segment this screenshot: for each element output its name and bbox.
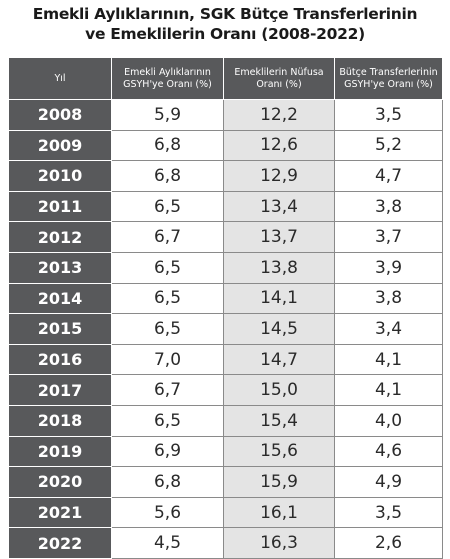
cell-pension-gdp: 6,7 [111, 374, 224, 406]
title-line-1: Emekli Aylıklarının, SGK Bütçe Transferl… [32, 5, 418, 23]
cell-budget-transfer-gdp: 3,8 [334, 190, 443, 223]
cell-year: 2012 [8, 221, 112, 253]
cell-year: 2021 [8, 496, 112, 529]
cell-budget-transfer-gdp: 3,5 [334, 496, 443, 529]
header-pension-gdp: Emekli Aylıklarının GSYH'ye Oranı (%) [111, 57, 224, 100]
table-row: 2013 6,5 13,8 3,9 [8, 251, 443, 284]
cell-year: 2011 [8, 190, 112, 223]
cell-budget-transfer-gdp: 3,7 [334, 221, 443, 253]
table-row: 2011 6,5 13,4 3,8 [8, 190, 443, 223]
cell-retiree-population: 16,1 [223, 496, 335, 529]
table-row: 2022 4,5 16,3 2,6 [8, 527, 443, 559]
cell-retiree-population: 15,6 [223, 435, 335, 468]
cell-year: 2014 [8, 282, 112, 315]
cell-pension-gdp: 6,5 [111, 190, 224, 223]
cell-retiree-population: 14,7 [223, 343, 335, 376]
cell-budget-transfer-gdp: 3,5 [334, 99, 443, 131]
cell-year: 2013 [8, 251, 112, 284]
cell-pension-gdp: 6,5 [111, 404, 224, 437]
cell-pension-gdp: 5,6 [111, 496, 224, 529]
cell-retiree-population: 12,2 [223, 99, 335, 131]
table-row: 2018 6,5 15,4 4,0 [8, 404, 443, 437]
cell-retiree-population: 14,5 [223, 313, 335, 345]
header-year: Yıl [8, 57, 112, 100]
cell-pension-gdp: 6,5 [111, 282, 224, 315]
table-row: 2008 5,9 12,2 3,5 [8, 99, 443, 131]
cell-pension-gdp: 6,8 [111, 129, 224, 162]
table-row: 2019 6,9 15,6 4,6 [8, 435, 443, 468]
cell-year: 2018 [8, 404, 112, 437]
cell-pension-gdp: 6,5 [111, 313, 224, 345]
cell-pension-gdp: 6,5 [111, 251, 224, 284]
table-row: 2009 6,8 12,6 5,2 [8, 129, 443, 162]
table-row: 2017 6,7 15,0 4,1 [8, 374, 443, 406]
cell-pension-gdp: 5,9 [111, 99, 224, 131]
cell-year: 2009 [8, 129, 112, 162]
table-row: 2014 6,5 14,1 3,8 [8, 282, 443, 315]
cell-budget-transfer-gdp: 4,0 [334, 404, 443, 437]
table-row: 2016 7,0 14,7 4,1 [8, 343, 443, 376]
cell-budget-transfer-gdp: 3,8 [334, 282, 443, 315]
table-body: 2008 5,9 12,2 3,5 2009 6,8 12,6 5,2 2010 6,8 12,9 4… [8, 99, 443, 559]
cell-year: 2019 [8, 435, 112, 468]
cell-retiree-population: 12,9 [223, 160, 335, 192]
cell-retiree-population: 15,9 [223, 466, 335, 498]
cell-budget-transfer-gdp: 2,6 [334, 527, 443, 559]
cell-year: 2016 [8, 343, 112, 376]
cell-budget-transfer-gdp: 4,9 [334, 466, 443, 498]
table-row: 2010 6,8 12,9 4,7 [8, 160, 443, 192]
cell-pension-gdp: 4,5 [111, 527, 224, 559]
cell-year: 2010 [8, 160, 112, 192]
cell-retiree-population: 13,8 [223, 251, 335, 284]
cell-budget-transfer-gdp: 4,1 [334, 343, 443, 376]
table-row: 2012 6,7 13,7 3,7 [8, 221, 443, 253]
table-row: 2020 6,8 15,9 4,9 [8, 466, 443, 498]
table-row: 2021 5,6 16,1 3,5 [8, 496, 443, 529]
data-table: Yıl Emekli Aylıklarının GSYH'ye Oranı (%… [8, 57, 443, 559]
cell-year: 2017 [8, 374, 112, 406]
cell-budget-transfer-gdp: 4,7 [334, 160, 443, 192]
cell-retiree-population: 15,4 [223, 404, 335, 437]
cell-pension-gdp: 7,0 [111, 343, 224, 376]
table-row: 2015 6,5 14,5 3,4 [8, 313, 443, 345]
chart-title: Emekli Aylıklarının, SGK Bütçe Transferl… [0, 0, 450, 46]
cell-year: 2015 [8, 313, 112, 345]
cell-retiree-population: 13,7 [223, 221, 335, 253]
cell-budget-transfer-gdp: 4,1 [334, 374, 443, 406]
cell-retiree-population: 12,6 [223, 129, 335, 162]
cell-budget-transfer-gdp: 4,6 [334, 435, 443, 468]
cell-retiree-population: 13,4 [223, 190, 335, 223]
header-row: Yıl Emekli Aylıklarının GSYH'ye Oranı (%… [8, 57, 443, 100]
cell-pension-gdp: 6,8 [111, 160, 224, 192]
cell-budget-transfer-gdp: 3,4 [334, 313, 443, 345]
cell-retiree-population: 15,0 [223, 374, 335, 406]
title-line-2: ve Emeklilerin Oranı (2008-2022) [85, 25, 365, 43]
cell-year: 2020 [8, 466, 112, 498]
cell-retiree-population: 14,1 [223, 282, 335, 315]
cell-retiree-population: 16,3 [223, 527, 335, 559]
header-budget-transfer-gdp: Bütçe Transferlerinin GSYH'ye Oranı (%) [334, 57, 443, 100]
cell-year: 2022 [8, 527, 112, 559]
header-retiree-population: Emeklilerin Nüfusa Oranı (%) [223, 57, 335, 100]
cell-pension-gdp: 6,8 [111, 466, 224, 498]
cell-pension-gdp: 6,7 [111, 221, 224, 253]
cell-budget-transfer-gdp: 3,9 [334, 251, 443, 284]
cell-pension-gdp: 6,9 [111, 435, 224, 468]
cell-budget-transfer-gdp: 5,2 [334, 129, 443, 162]
cell-year: 2008 [8, 99, 112, 131]
